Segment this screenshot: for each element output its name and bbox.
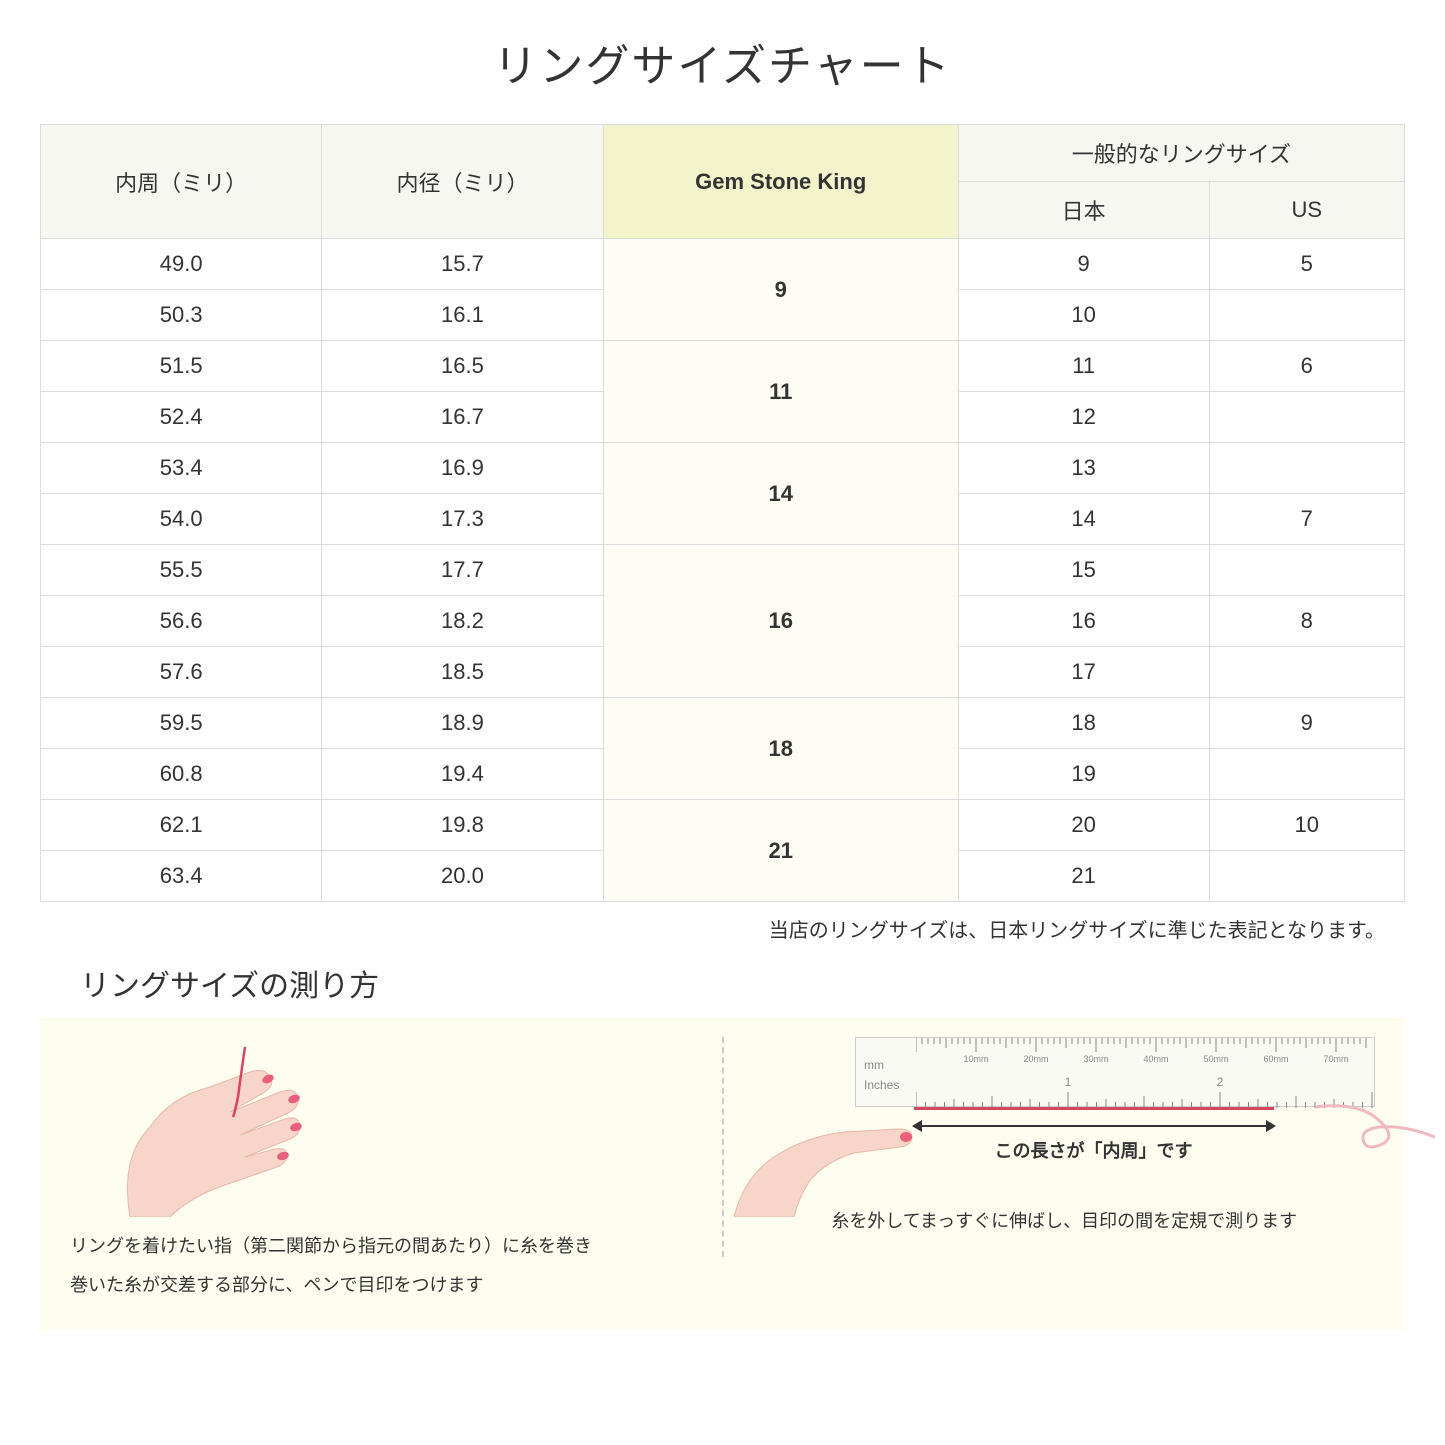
cell-diameter: 20.0 (322, 851, 603, 902)
cell-us (1209, 749, 1404, 800)
header-diameter: 内径（ミリ） (322, 125, 603, 239)
cell-diameter: 18.5 (322, 647, 603, 698)
cell-us: 9 (1209, 698, 1404, 749)
table-row: 53.416.91413 (41, 443, 1405, 494)
table-row: 51.516.511116 (41, 341, 1405, 392)
cell-circumference: 62.1 (41, 800, 322, 851)
cell-us: 10 (1209, 800, 1404, 851)
cell-circumference: 51.5 (41, 341, 322, 392)
instruction-divider (722, 1037, 724, 1257)
header-japan: 日本 (958, 182, 1209, 239)
cell-circumference: 63.4 (41, 851, 322, 902)
cell-diameter: 15.7 (322, 239, 603, 290)
instr-left-line2: 巻いた糸が交差する部分に、ペンで目印をつけます (70, 1271, 692, 1300)
table-note: 当店のリングサイズは、日本リングサイズに準じた表記となります。 (40, 914, 1405, 943)
ruler: mm Inches 10mm 20mm 30mm 40mm 50mm 60mm 70mm 1 2 (855, 1037, 1375, 1107)
cell-circumference: 55.5 (41, 545, 322, 596)
cell-diameter: 16.5 (322, 341, 603, 392)
cell-gsk: 11 (603, 341, 958, 443)
svg-text:1: 1 (1065, 1075, 1072, 1089)
measure-subtitle: リングサイズの測り方 (80, 961, 1405, 1005)
svg-text:60mm: 60mm (1263, 1054, 1288, 1064)
cell-us (1209, 545, 1404, 596)
instruction-right: mm Inches 10mm 20mm 30mm 40mm 50mm 60mm 70mm 1 2… (754, 1037, 1376, 1300)
cell-diameter: 17.7 (322, 545, 603, 596)
table-row: 59.518.918189 (41, 698, 1405, 749)
cell-gsk: 18 (603, 698, 958, 800)
cell-japan: 14 (958, 494, 1209, 545)
thread-line (914, 1107, 1274, 1110)
cell-diameter: 16.9 (322, 443, 603, 494)
cell-circumference: 50.3 (41, 290, 322, 341)
cell-gsk: 21 (603, 800, 958, 902)
cell-diameter: 18.2 (322, 596, 603, 647)
instr-left-line1: リングを着けたい指（第二関節から指元の間あたり）に糸を巻き (70, 1232, 692, 1261)
cell-us (1209, 443, 1404, 494)
cell-circumference: 56.6 (41, 596, 322, 647)
cell-japan: 10 (958, 290, 1209, 341)
svg-text:10mm: 10mm (963, 1054, 988, 1064)
header-general: 一般的なリングサイズ (958, 125, 1404, 182)
cell-japan: 21 (958, 851, 1209, 902)
cell-circumference: 49.0 (41, 239, 322, 290)
cell-japan: 15 (958, 545, 1209, 596)
cell-japan: 20 (958, 800, 1209, 851)
cell-gsk: 14 (603, 443, 958, 545)
cell-japan: 17 (958, 647, 1209, 698)
cell-japan: 9 (958, 239, 1209, 290)
cell-japan: 19 (958, 749, 1209, 800)
svg-text:30mm: 30mm (1083, 1054, 1108, 1064)
cell-circumference: 57.6 (41, 647, 322, 698)
cell-circumference: 54.0 (41, 494, 322, 545)
cell-diameter: 18.9 (322, 698, 603, 749)
svg-text:50mm: 50mm (1203, 1054, 1228, 1064)
cell-us (1209, 290, 1404, 341)
cell-circumference: 52.4 (41, 392, 322, 443)
ring-size-table: 内周（ミリ） 内径（ミリ） Gem Stone King 一般的なリングサイズ … (40, 124, 1405, 902)
header-circumference: 内周（ミリ） (41, 125, 322, 239)
cell-us (1209, 851, 1404, 902)
ruler-ticks: 10mm 20mm 30mm 40mm 50mm 60mm 70mm 1 2 (916, 1038, 1376, 1108)
cell-japan: 16 (958, 596, 1209, 647)
svg-text:40mm: 40mm (1143, 1054, 1168, 1064)
instructions-panel: リングを着けたい指（第二関節から指元の間あたり）に糸を巻き 巻いた糸が交差する部… (40, 1017, 1405, 1330)
page-title: リングサイズチャート (40, 30, 1405, 94)
measurement-arrow (914, 1125, 1274, 1127)
table-row: 62.119.8212010 (41, 800, 1405, 851)
instruction-left: リングを着けたい指（第二関節から指元の間あたり）に糸を巻き 巻いた糸が交差する部… (70, 1037, 692, 1300)
cell-us: 5 (1209, 239, 1404, 290)
cell-us (1209, 392, 1404, 443)
cell-japan: 13 (958, 443, 1209, 494)
cell-japan: 12 (958, 392, 1209, 443)
cell-diameter: 16.1 (322, 290, 603, 341)
svg-text:2: 2 (1217, 1075, 1224, 1089)
ruler-illustration: mm Inches 10mm 20mm 30mm 40mm 50mm 60mm 70mm 1 2… (754, 1037, 1376, 1177)
thread-curl-icon (1315, 1097, 1435, 1157)
table-row: 55.517.71615 (41, 545, 1405, 596)
cell-diameter: 19.8 (322, 800, 603, 851)
cell-gsk: 16 (603, 545, 958, 698)
cell-gsk: 9 (603, 239, 958, 341)
svg-text:70mm: 70mm (1323, 1054, 1348, 1064)
ruler-in-label: Inches (864, 1078, 899, 1092)
cell-us: 8 (1209, 596, 1404, 647)
cell-circumference: 59.5 (41, 698, 322, 749)
cell-us (1209, 647, 1404, 698)
table-row: 49.015.7995 (41, 239, 1405, 290)
cell-diameter: 17.3 (322, 494, 603, 545)
cell-us: 7 (1209, 494, 1404, 545)
cell-us: 6 (1209, 341, 1404, 392)
cell-japan: 18 (958, 698, 1209, 749)
cell-circumference: 60.8 (41, 749, 322, 800)
ruler-mm-label: mm (864, 1058, 884, 1072)
header-us: US (1209, 182, 1404, 239)
cell-diameter: 19.4 (322, 749, 603, 800)
arrow-label: この長さが「内周」です (914, 1137, 1274, 1163)
hand-wrap-illustration (70, 1037, 390, 1217)
cell-circumference: 53.4 (41, 443, 322, 494)
cell-diameter: 16.7 (322, 392, 603, 443)
header-gsk: Gem Stone King (603, 125, 958, 239)
cell-japan: 11 (958, 341, 1209, 392)
svg-text:20mm: 20mm (1023, 1054, 1048, 1064)
